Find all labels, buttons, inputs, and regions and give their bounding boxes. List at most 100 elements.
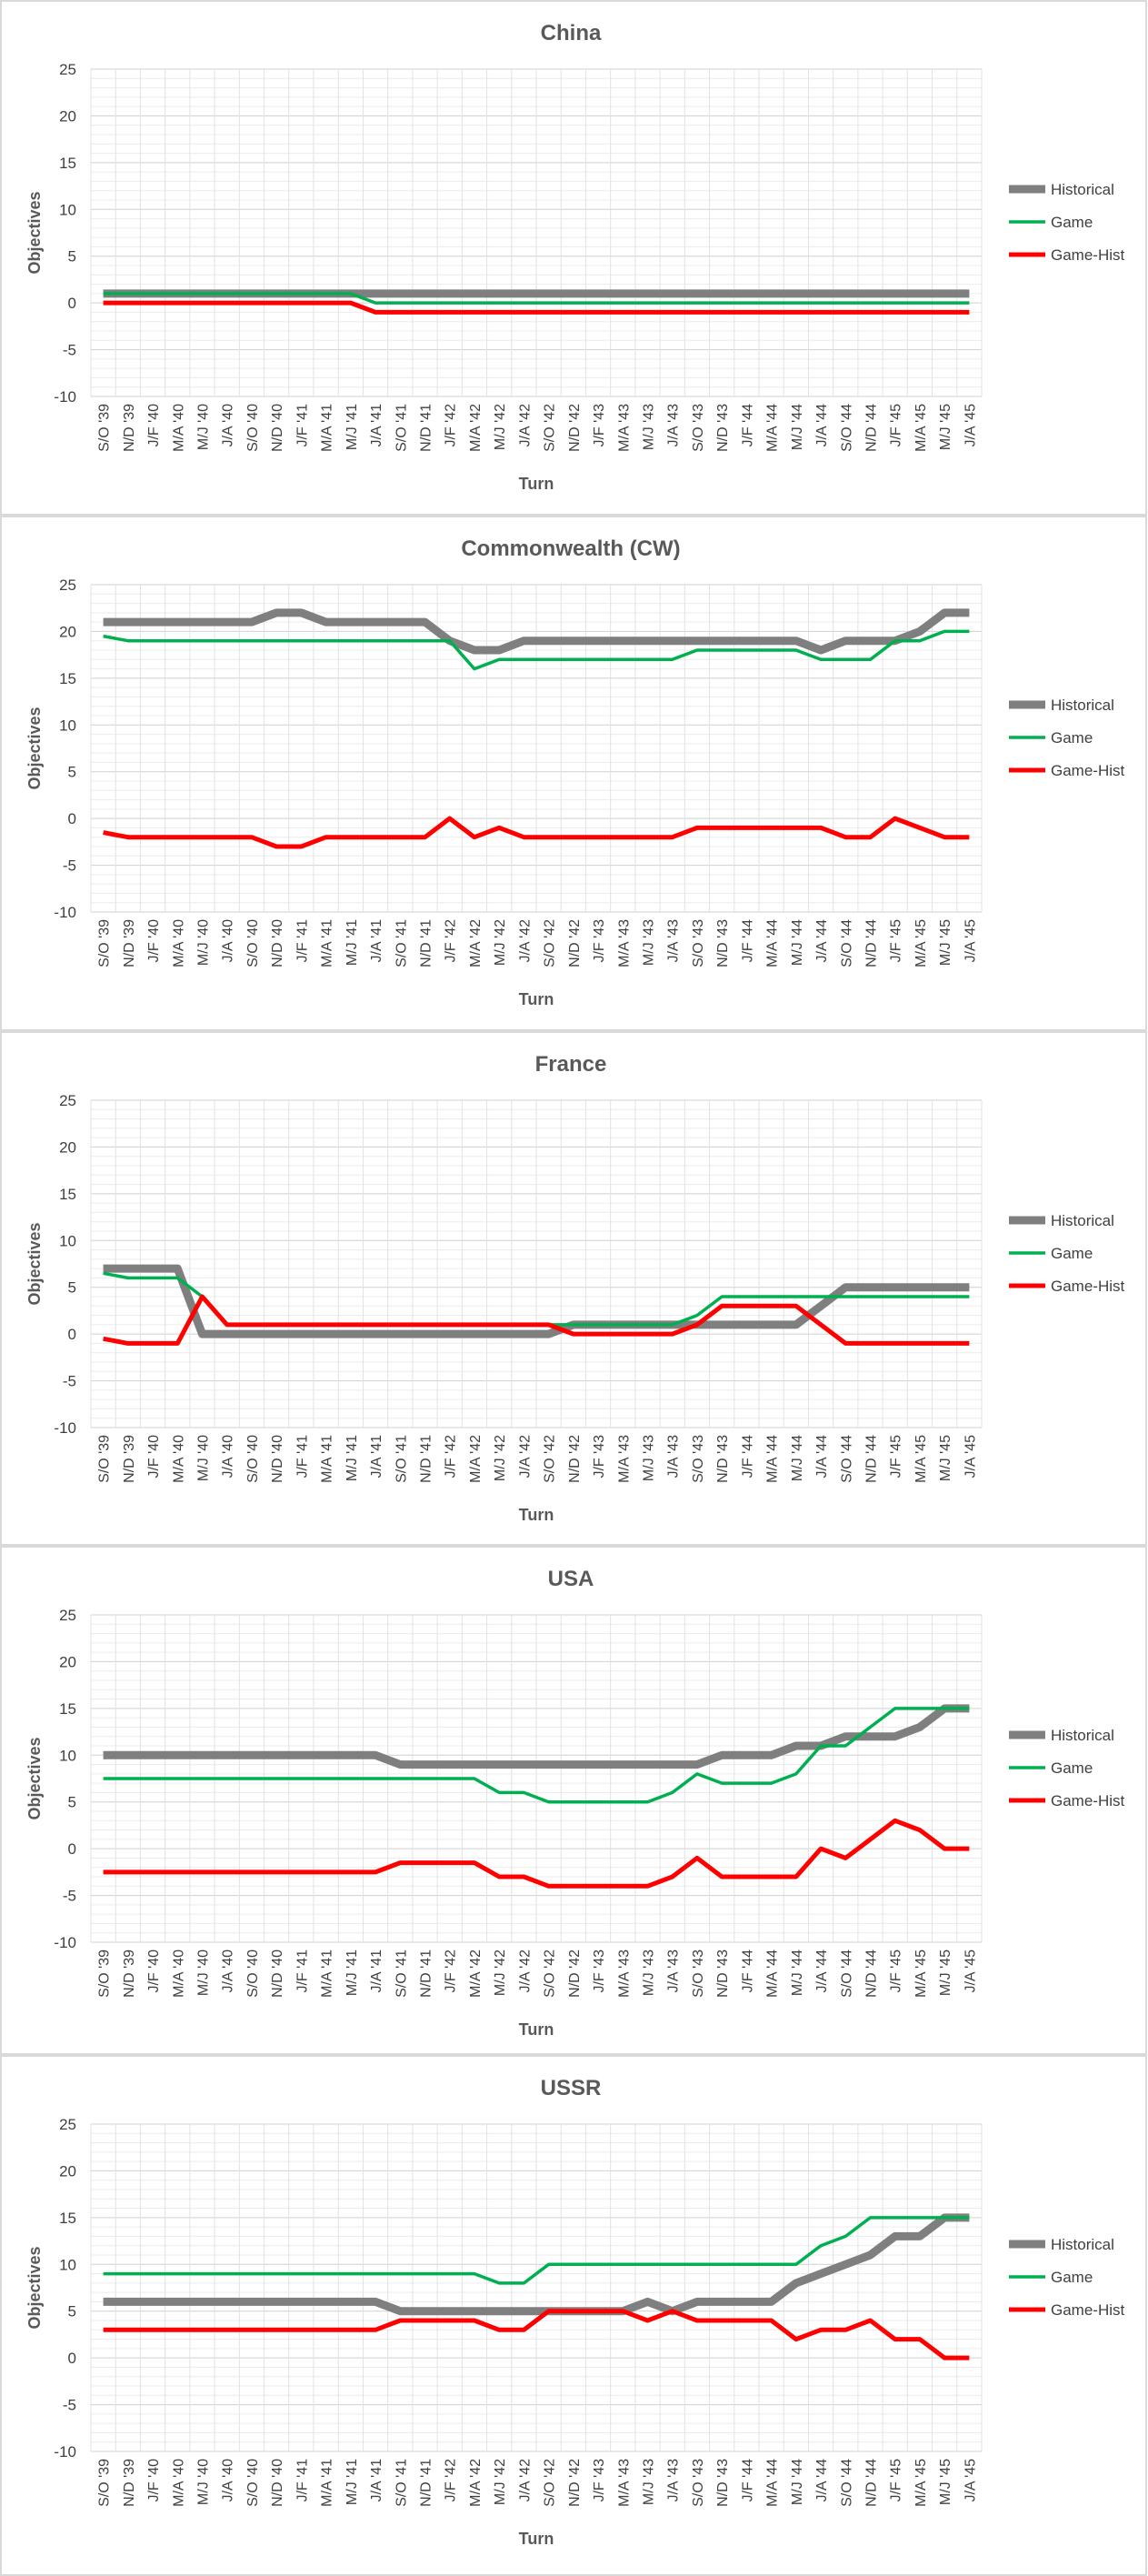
x-tick-label: S/O '44 bbox=[839, 1435, 854, 1483]
x-tick-label: J/A '42 bbox=[517, 2459, 533, 2502]
y-tick-label: 5 bbox=[68, 1794, 76, 1811]
legend-label: Game-Hist bbox=[1051, 2301, 1125, 2319]
x-tick-label: J/F '42 bbox=[444, 919, 459, 963]
x-tick-label: J/A '41 bbox=[369, 2459, 384, 2502]
x-tick-label: M/J '45 bbox=[938, 1435, 953, 1481]
y-tick-label: 15 bbox=[59, 670, 76, 687]
x-tick-label: M/J '42 bbox=[493, 2459, 508, 2505]
y-tick-label: 10 bbox=[59, 201, 76, 218]
x-axis-title: Turn bbox=[519, 1506, 554, 1524]
chart-title: USA bbox=[548, 1567, 594, 1591]
x-tick-label: M/A '40 bbox=[171, 1950, 186, 1998]
legend-label: Historical bbox=[1051, 181, 1114, 198]
x-axis-title: Turn bbox=[519, 990, 554, 1008]
y-tick-label: 20 bbox=[59, 1653, 76, 1670]
x-tick-label: N/D '41 bbox=[419, 919, 434, 967]
x-tick-label: M/J '40 bbox=[196, 919, 212, 966]
series-line-game-hist bbox=[103, 2309, 970, 2360]
x-tick-label: J/F '45 bbox=[889, 919, 904, 963]
series-line-game-hist bbox=[103, 1818, 970, 1889]
x-tick-label: M/A '44 bbox=[765, 919, 781, 967]
x-tick-label: J/F '43 bbox=[592, 1950, 607, 1993]
x-tick-label: M/J '40 bbox=[196, 1950, 212, 1996]
x-tick-label: M/A '42 bbox=[468, 919, 484, 967]
x-tick-label: J/A '43 bbox=[666, 1950, 682, 1993]
chart-border bbox=[0, 0, 1147, 516]
x-tick-label: J/A '45 bbox=[963, 1435, 978, 1478]
x-tick-label: J/A '42 bbox=[517, 1950, 533, 1993]
x-tick-label: M/A '45 bbox=[913, 2459, 929, 2507]
x-tick-label: N/D '44 bbox=[864, 1950, 880, 1998]
x-tick-label: J/F '43 bbox=[592, 2459, 607, 2502]
chart-title: China bbox=[541, 21, 602, 45]
x-tick-label: S/O '41 bbox=[394, 1435, 409, 1483]
chart-usa: USA -10 -5 0 5 10 15 20 25 S/O '39 N/D '39 J/F '40 M… bbox=[0, 1546, 1147, 2055]
y-tick-label: 25 bbox=[59, 61, 76, 78]
x-tick-label: M/J '43 bbox=[642, 919, 657, 966]
x-tick-label: S/O '42 bbox=[543, 919, 558, 967]
x-tick-label: J/F '45 bbox=[889, 1950, 904, 1993]
x-tick-label: J/F '44 bbox=[740, 1435, 755, 1478]
series-line-game-hist bbox=[103, 1294, 970, 1346]
x-tick-label: M/J '44 bbox=[790, 1435, 805, 1481]
x-tick-label: M/A '43 bbox=[616, 2459, 632, 2507]
legend-label: Game-Hist bbox=[1051, 246, 1125, 264]
x-tick-label: J/A '44 bbox=[814, 404, 830, 447]
x-tick-label: S/O '43 bbox=[691, 1435, 706, 1483]
x-tick-label: M/A '41 bbox=[320, 919, 335, 967]
y-tick-label: 25 bbox=[59, 576, 76, 594]
x-tick-label: J/A '43 bbox=[666, 2459, 682, 2502]
y-tick-label: -5 bbox=[63, 2397, 76, 2414]
x-tick-label: M/J '40 bbox=[196, 1435, 212, 1481]
chart-france: France -10 -5 0 5 10 15 20 25 S/O '39 N/D '39 J/F '… bbox=[0, 1031, 1147, 1546]
series-line-historical bbox=[103, 2213, 970, 2316]
x-tick-label: J/F '45 bbox=[889, 404, 904, 447]
x-tick-label: S/O '39 bbox=[97, 1435, 113, 1483]
x-tick-label: N/D '40 bbox=[270, 2459, 285, 2507]
x-tick-label: N/D '43 bbox=[715, 1435, 731, 1483]
x-tick-label: S/O '42 bbox=[543, 2459, 558, 2507]
x-tick-label: N/D '42 bbox=[567, 404, 583, 452]
x-tick-label: J/F '41 bbox=[294, 919, 310, 963]
x-tick-label: S/O '39 bbox=[97, 1950, 113, 1998]
y-tick-label: -10 bbox=[54, 2443, 76, 2461]
x-tick-label: S/O '41 bbox=[394, 919, 409, 967]
x-tick-label: M/A '41 bbox=[320, 1435, 335, 1483]
chart-border bbox=[0, 516, 1147, 1031]
x-tick-label: N/D '39 bbox=[122, 1435, 137, 1483]
x-tick-label: N/D '43 bbox=[715, 1950, 731, 1998]
x-tick-label: N/D '40 bbox=[270, 919, 285, 967]
x-tick-label: M/J '45 bbox=[938, 919, 953, 966]
legend-label: Historical bbox=[1051, 697, 1114, 714]
x-tick-label: M/A '40 bbox=[171, 1435, 186, 1483]
y-tick-label: -10 bbox=[54, 1419, 76, 1437]
x-tick-label: J/F '42 bbox=[444, 1435, 459, 1478]
y-tick-label: 25 bbox=[59, 2116, 76, 2133]
x-tick-label: M/A '45 bbox=[913, 404, 929, 452]
x-tick-label: S/O '41 bbox=[394, 2459, 409, 2507]
x-tick-label: S/O '40 bbox=[245, 2459, 261, 2507]
y-tick-label: -10 bbox=[54, 388, 76, 406]
x-tick-label: S/O '43 bbox=[691, 404, 706, 452]
chart-commonwealth-cw: Commonwealth (CW) -10 -5 0 5 10 15 20 25 S/O '39 N… bbox=[0, 516, 1147, 1031]
x-tick-label: J/F '43 bbox=[592, 1435, 607, 1478]
x-tick-label: M/A '43 bbox=[616, 1435, 632, 1483]
y-tick-label: 20 bbox=[59, 623, 76, 640]
x-tick-label: M/A '44 bbox=[765, 2459, 781, 2507]
x-tick-label: S/O '41 bbox=[394, 1950, 409, 1998]
x-tick-label: N/D '44 bbox=[864, 919, 880, 967]
legend-label: Game bbox=[1051, 729, 1093, 747]
x-axis-title: Turn bbox=[519, 2530, 554, 2548]
x-tick-label: M/A '43 bbox=[616, 1950, 632, 1998]
x-tick-label: S/O '42 bbox=[543, 404, 558, 452]
x-tick-label: M/A '42 bbox=[468, 1950, 484, 1998]
y-tick-label: -5 bbox=[63, 342, 76, 359]
legend-label: Game-Hist bbox=[1051, 1278, 1125, 1295]
x-tick-label: M/A '44 bbox=[765, 1950, 781, 1998]
series-line-game bbox=[103, 629, 970, 671]
y-tick-label: 10 bbox=[59, 717, 76, 734]
x-tick-label: J/A '45 bbox=[963, 1950, 978, 1993]
x-tick-label: J/A '42 bbox=[517, 404, 533, 447]
y-axis-title: Objectives bbox=[25, 707, 44, 789]
